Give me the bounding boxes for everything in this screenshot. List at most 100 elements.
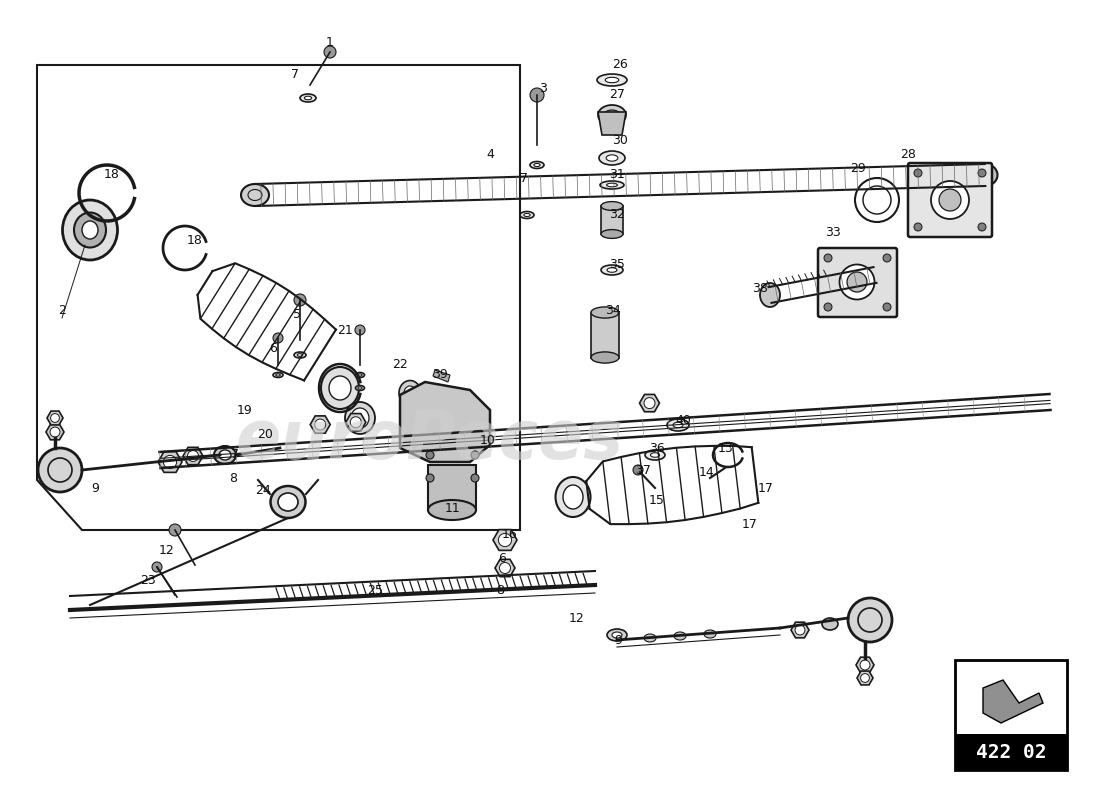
Text: 35: 35 [609, 258, 625, 271]
Polygon shape [400, 382, 490, 462]
Ellipse shape [600, 151, 625, 165]
Circle shape [315, 419, 326, 430]
Circle shape [978, 169, 986, 177]
Text: 16: 16 [502, 529, 518, 542]
Text: 24: 24 [255, 483, 271, 497]
Bar [428, 465, 476, 510]
Circle shape [978, 223, 986, 231]
Polygon shape [598, 112, 626, 135]
Circle shape [914, 223, 922, 231]
Circle shape [355, 325, 365, 335]
Text: 6: 6 [270, 342, 277, 354]
Circle shape [471, 474, 478, 482]
Text: 2: 2 [58, 303, 66, 317]
Bar [955, 734, 1067, 770]
Circle shape [644, 398, 654, 409]
Ellipse shape [612, 632, 621, 638]
Ellipse shape [556, 477, 591, 517]
Ellipse shape [601, 265, 623, 275]
Text: 39: 39 [432, 369, 448, 382]
Circle shape [860, 660, 870, 670]
Ellipse shape [704, 630, 716, 638]
Circle shape [471, 451, 478, 459]
Circle shape [426, 451, 434, 459]
Circle shape [530, 88, 544, 102]
Polygon shape [857, 671, 873, 685]
Circle shape [273, 333, 283, 343]
Text: 7: 7 [231, 449, 239, 462]
Ellipse shape [939, 189, 961, 211]
Circle shape [51, 427, 59, 437]
Polygon shape [433, 370, 450, 382]
Polygon shape [46, 424, 64, 440]
Circle shape [152, 562, 162, 572]
Ellipse shape [847, 272, 867, 292]
Ellipse shape [271, 486, 306, 518]
Ellipse shape [524, 214, 530, 217]
Polygon shape [183, 447, 204, 465]
Text: 1: 1 [326, 35, 334, 49]
Ellipse shape [358, 374, 362, 376]
Text: 32: 32 [609, 209, 625, 222]
Circle shape [164, 455, 177, 469]
Ellipse shape [404, 386, 416, 400]
Text: 13: 13 [718, 442, 734, 454]
Ellipse shape [358, 387, 362, 389]
Ellipse shape [839, 265, 875, 299]
Text: 26: 26 [612, 58, 628, 71]
Ellipse shape [276, 374, 280, 376]
Text: 5: 5 [293, 309, 301, 322]
Text: 6: 6 [498, 551, 506, 565]
Text: 27: 27 [609, 89, 625, 102]
Ellipse shape [650, 453, 660, 458]
Text: 8: 8 [229, 471, 236, 485]
Polygon shape [856, 658, 875, 673]
Text: 31: 31 [609, 169, 625, 182]
Ellipse shape [607, 268, 617, 272]
Text: 4: 4 [486, 149, 494, 162]
Text: 33: 33 [825, 226, 840, 238]
Ellipse shape [219, 450, 231, 460]
Polygon shape [310, 416, 330, 434]
Ellipse shape [601, 230, 623, 238]
Ellipse shape [351, 408, 369, 428]
Circle shape [824, 303, 832, 311]
Polygon shape [493, 530, 517, 550]
Text: 422 02: 422 02 [976, 742, 1046, 762]
Ellipse shape [278, 493, 298, 511]
Ellipse shape [273, 373, 283, 378]
Ellipse shape [972, 164, 998, 186]
Text: 28: 28 [900, 149, 916, 162]
Circle shape [883, 254, 891, 262]
Text: 18: 18 [104, 169, 120, 182]
Circle shape [499, 562, 510, 574]
Text: 22: 22 [392, 358, 408, 371]
Ellipse shape [300, 94, 316, 102]
Ellipse shape [355, 386, 364, 390]
Ellipse shape [606, 155, 618, 161]
FancyBboxPatch shape [908, 163, 992, 237]
Bar [955, 660, 1067, 770]
Ellipse shape [601, 202, 623, 210]
Text: 29: 29 [850, 162, 866, 174]
Text: 15: 15 [649, 494, 664, 506]
Text: 9: 9 [614, 634, 622, 646]
Circle shape [187, 450, 198, 462]
Ellipse shape [673, 422, 683, 428]
Ellipse shape [329, 376, 351, 400]
Ellipse shape [82, 221, 98, 239]
Polygon shape [158, 452, 182, 472]
Bar [601, 206, 623, 234]
Ellipse shape [644, 634, 656, 642]
Text: 7: 7 [520, 171, 528, 185]
Ellipse shape [591, 307, 619, 318]
Polygon shape [495, 559, 515, 577]
Text: 38: 38 [752, 282, 768, 294]
Text: 37: 37 [635, 463, 651, 477]
Circle shape [914, 169, 922, 177]
Circle shape [848, 598, 892, 642]
Ellipse shape [760, 283, 780, 307]
Text: 36: 36 [649, 442, 664, 454]
Circle shape [860, 674, 869, 682]
Ellipse shape [605, 78, 618, 82]
